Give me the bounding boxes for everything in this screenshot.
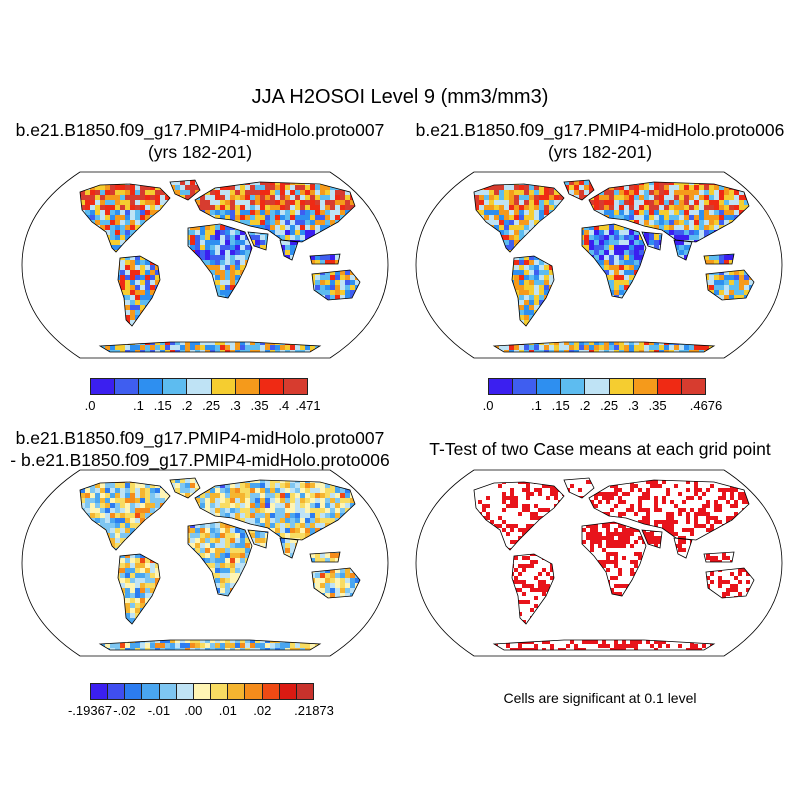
panel2-title: b.e21.B1850.f09_g17.PMIP4-midHolo.proto0… bbox=[400, 119, 800, 163]
colorbar-case007-labels: .0 .1 .15 .2 .25 .3 .35 .4 .471 bbox=[85, 398, 321, 414]
coastlines bbox=[473, 477, 755, 651]
colorbar-swatch bbox=[560, 378, 585, 395]
colorbar-tick-label: .2 bbox=[579, 398, 591, 413]
colorbar-tick-label: .25 bbox=[202, 398, 221, 413]
colorbar-swatch bbox=[680, 378, 706, 395]
colorbar-swatch bbox=[234, 378, 259, 395]
map-case007 bbox=[21, 171, 389, 359]
panel4-title: T-Test of two Case means at each grid po… bbox=[400, 438, 800, 460]
colorbar-tick-label: .1 bbox=[133, 398, 144, 413]
colorbar-tick-label: .02 bbox=[253, 703, 272, 718]
colorbar-tick-label: .21873 bbox=[294, 703, 334, 718]
coastlines bbox=[79, 179, 361, 353]
colorbar-tick-label: .35 bbox=[648, 398, 667, 413]
colorbar-swatch bbox=[632, 378, 657, 395]
panel4-title-line1: T-Test of two Case means at each grid po… bbox=[429, 439, 771, 459]
panel3-title-line2: - b.e21.B1850.f09_g17.PMIP4-midHolo.prot… bbox=[10, 450, 390, 470]
colorbar-swatch bbox=[124, 683, 142, 700]
colorbar-tick-label: .1 bbox=[531, 398, 542, 413]
significance-note: Cells are significant at 0.1 level bbox=[503, 690, 697, 706]
map-border bbox=[415, 469, 783, 657]
colorbar-swatch bbox=[114, 378, 139, 395]
colorbar-case006-labels: .0 .1 .15 .2 .25 .3 .35 .4676 bbox=[483, 398, 723, 414]
colorbar-case006 bbox=[488, 378, 706, 395]
colorbar-swatch bbox=[608, 378, 633, 395]
colorbar-tick-label: .25 bbox=[600, 398, 619, 413]
panel2-title-line1: b.e21.B1850.f09_g17.PMIP4-midHolo.proto0… bbox=[415, 120, 785, 140]
colorbar-tick-label: .4 bbox=[278, 398, 290, 413]
colorbar-swatch bbox=[186, 378, 211, 395]
colorbar-tick-label: .2 bbox=[181, 398, 193, 413]
colorbar-swatch bbox=[278, 683, 296, 700]
colorbar-tick-label: .0 bbox=[482, 398, 494, 413]
colorbar-swatch bbox=[295, 683, 315, 700]
colorbar-swatch bbox=[175, 683, 193, 700]
map-case006 bbox=[415, 171, 783, 359]
colorbar-swatch bbox=[90, 378, 115, 395]
colorbar-swatch bbox=[162, 378, 187, 395]
panel1-title-line1: b.e21.B1850.f09_g17.PMIP4-midHolo.proto0… bbox=[15, 120, 385, 140]
panel3-title: b.e21.B1850.f09_g17.PMIP4-midHolo.proto0… bbox=[0, 427, 400, 471]
colorbar-swatch bbox=[158, 683, 176, 700]
panel1-title-line2: (yrs 182-201) bbox=[147, 142, 253, 162]
colorbar-swatch bbox=[107, 683, 125, 700]
colorbar-swatch bbox=[656, 378, 681, 395]
coastlines bbox=[473, 179, 755, 353]
colorbar-tick-label: .01 bbox=[218, 703, 237, 718]
colorbar-swatch bbox=[584, 378, 609, 395]
colorbar-swatch bbox=[210, 683, 228, 700]
colorbar-swatch bbox=[536, 378, 561, 395]
colorbar-swatch bbox=[488, 378, 513, 395]
colorbar-swatch bbox=[192, 683, 211, 700]
colorbar-tick-label: .471 bbox=[295, 398, 321, 413]
map-border bbox=[415, 171, 783, 359]
colorbar-swatch bbox=[210, 378, 235, 395]
colorbar-tick-label: -.02 bbox=[113, 703, 136, 718]
colorbar-swatch bbox=[261, 683, 279, 700]
colorbar-tick-label: .4676 bbox=[689, 398, 723, 413]
coastlines bbox=[79, 477, 361, 651]
colorbar-swatch bbox=[138, 378, 163, 395]
colorbar-tick-label: .35 bbox=[250, 398, 269, 413]
map-ttest bbox=[415, 469, 783, 657]
map-border bbox=[21, 171, 389, 359]
colorbar-difference-labels: -.19367 -.02 -.01 .00 .01 .02 .21873 bbox=[68, 703, 334, 719]
colorbar-swatch bbox=[90, 683, 108, 700]
panel3-title-line1: b.e21.B1850.f09_g17.PMIP4-midHolo.proto0… bbox=[15, 428, 385, 448]
map-difference bbox=[21, 469, 389, 657]
panel1-title: b.e21.B1850.f09_g17.PMIP4-midHolo.proto0… bbox=[0, 119, 400, 163]
colorbar-swatch bbox=[258, 378, 283, 395]
colorbar-tick-label: -.19367 bbox=[67, 703, 113, 718]
panel2-title-line2: (yrs 182-201) bbox=[547, 142, 653, 162]
colorbar-tick-label: .00 bbox=[184, 703, 203, 718]
colorbar-tick-label: .15 bbox=[153, 398, 172, 413]
colorbar-tick-label: .3 bbox=[229, 398, 241, 413]
main-title: JJA H2OSOI Level 9 (mm3/mm3) bbox=[251, 86, 549, 108]
colorbar-difference bbox=[90, 683, 315, 700]
colorbar-tick-label: .3 bbox=[627, 398, 639, 413]
colorbar-swatch bbox=[512, 378, 537, 395]
colorbar-swatch bbox=[141, 683, 159, 700]
map-border bbox=[21, 469, 389, 657]
colorbar-swatch bbox=[282, 378, 308, 395]
colorbar-tick-label: .0 bbox=[84, 398, 96, 413]
colorbar-swatch bbox=[227, 683, 245, 700]
colorbar-swatch bbox=[244, 683, 262, 700]
colorbar-case007 bbox=[90, 378, 308, 395]
colorbar-tick-label: .15 bbox=[551, 398, 570, 413]
colorbar-tick-label: -.01 bbox=[147, 703, 171, 718]
